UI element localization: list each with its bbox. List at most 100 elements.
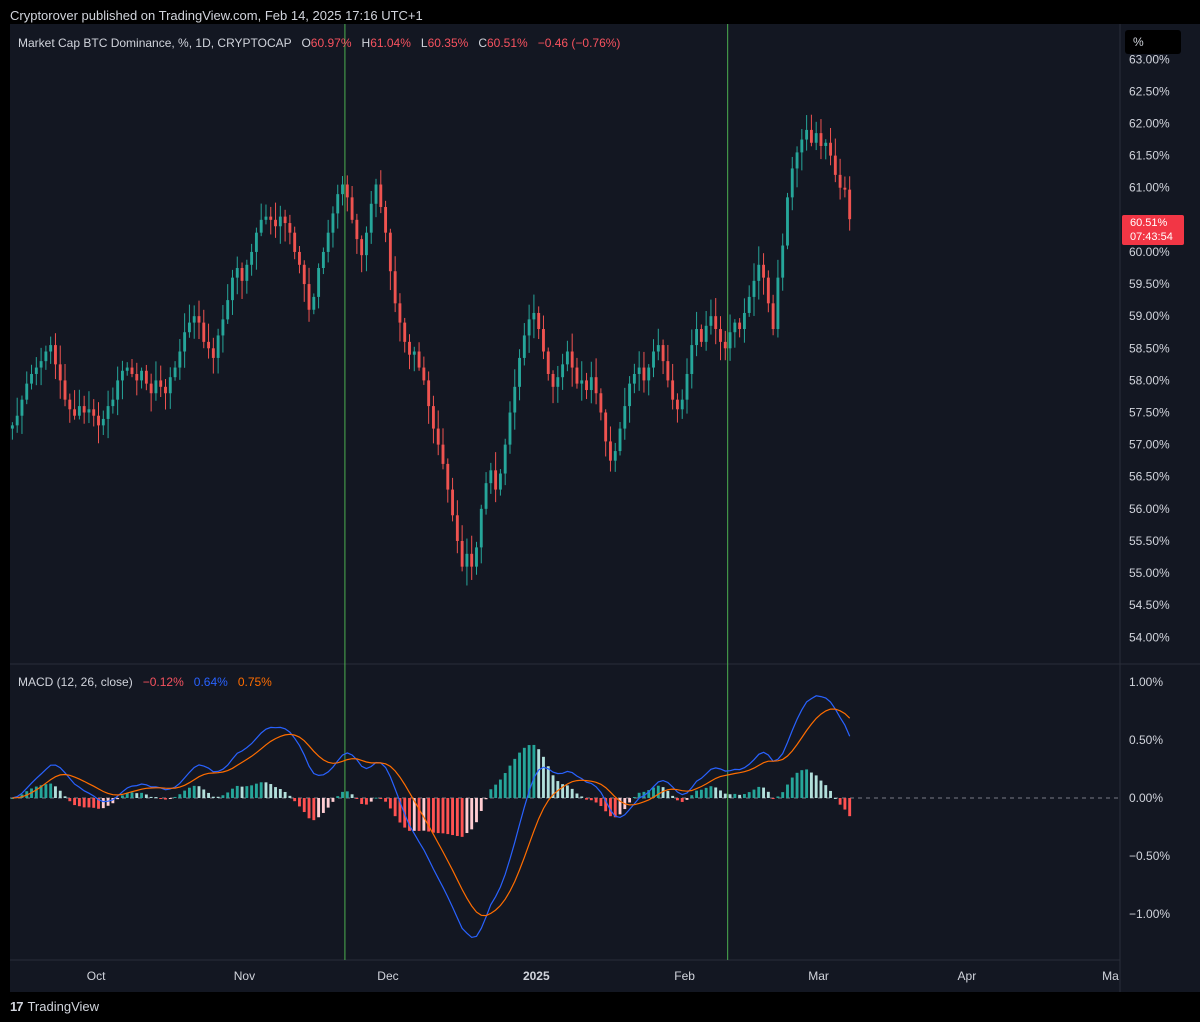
macd-hist-bar [82,798,86,808]
macd-hist-bar [613,798,617,818]
macd-hist-bar [221,795,225,799]
macd-hist-bar [733,793,737,799]
candle-body [489,470,493,484]
candle-body [312,296,316,310]
macd-hist-bar [140,792,144,799]
candle-body [589,377,593,391]
candle-body [594,377,598,394]
candle-body [30,373,33,384]
macd-hist-bar [728,794,732,799]
candle-body [747,296,751,313]
macd-hist-bar [211,796,215,799]
candle-body [231,277,234,301]
candle-body [54,345,57,365]
price-tick-label: 61.50% [1129,149,1170,163]
macd-tick-label: 0.00% [1129,791,1163,805]
chart-area[interactable] [10,24,1200,992]
macd-hist-bar [44,784,48,799]
candle-body [628,383,632,407]
candle-body [116,380,120,400]
macd-hist-bar [431,798,435,833]
macd-line [12,695,851,939]
candle-body [164,386,167,394]
macd-hist-bar [513,758,517,799]
candle-body [15,415,19,426]
tradingview-footer[interactable]: 17 TradingView [10,996,99,1016]
macd-hist-bar [484,798,488,800]
macd-hist-bar [135,793,139,799]
price-tick-label: 55.00% [1129,566,1170,580]
macd-hist-bar [781,792,785,799]
candle-body [518,357,521,387]
macd-hist-bar [321,798,325,813]
candle-body [714,316,718,330]
candle-body [451,489,454,516]
price-tick-label: 59.00% [1129,309,1170,323]
candle-body [800,139,804,153]
candle-body [10,425,14,429]
candle-body [63,380,67,400]
candle-body [613,451,617,461]
macd-hist-bar [455,798,459,837]
macd-hist-bar [130,792,134,799]
macd-hist-bar [585,798,588,800]
candle-body [388,232,392,272]
candle-body [494,470,498,490]
candle-body [264,216,268,220]
low-value: 60.35% [427,36,469,50]
candle-body [269,216,273,220]
macd-hist-bar [369,798,373,802]
macd-hist-bar [58,790,62,799]
macd-hist-bar [379,798,383,800]
candle-body [345,184,349,198]
high-value: 61.04% [370,36,411,50]
candle-body [609,441,612,461]
macd-hist-bar [742,794,746,799]
candle-body [484,483,488,509]
price-tick-label: 59.50% [1129,277,1170,291]
macd-hist-bar [288,795,292,799]
macd-hist-bar [245,786,249,799]
macd-hist-bar [77,798,81,807]
candle-body [843,187,847,190]
candle-body [542,329,545,352]
macd-hist-bar [283,791,287,799]
macd-hist-bar [556,781,560,799]
macd-hist-bar [551,775,555,799]
candle-body [546,351,550,374]
symbol-name: Market Cap BTC Dominance, %, 1D, CRYPTOC… [18,36,292,50]
candle-body [274,219,277,227]
macd-hist-bar [254,783,258,799]
candle-body [173,367,177,378]
macd-hist-bar [766,791,770,799]
candle-body [690,345,694,374]
macd-hist-bar [87,798,91,808]
candle-body [326,232,330,252]
candle-body [565,351,569,365]
price-tick-label: 58.50% [1129,341,1170,355]
macd-hist-bar [92,798,96,808]
macd-hist-bar [537,749,541,799]
candle-body [168,377,172,394]
percent-scale-button[interactable]: % [1125,30,1181,54]
bar-countdown: 07:43:54 [1130,231,1173,243]
macd-hist-bar [34,786,38,799]
macd-hist-bar [752,789,756,799]
price-tick-label: 56.50% [1129,470,1170,484]
macd-hist-bar [202,789,206,799]
price-tick-label: 54.00% [1129,630,1170,644]
candle-body [97,415,100,426]
candle-body [522,335,526,358]
candle-body [221,319,225,336]
macd-hist-bar [819,780,823,799]
candle-body [680,399,684,410]
macd-hist-bar [264,782,268,799]
candle-body [87,409,91,413]
macd-hist-bar [10,798,14,800]
candle-body [848,189,852,220]
macd-hist-bar [494,784,498,799]
macd-hist-bar [676,798,679,801]
price-tick-label: 62.00% [1129,116,1170,130]
candle-body [202,322,206,342]
